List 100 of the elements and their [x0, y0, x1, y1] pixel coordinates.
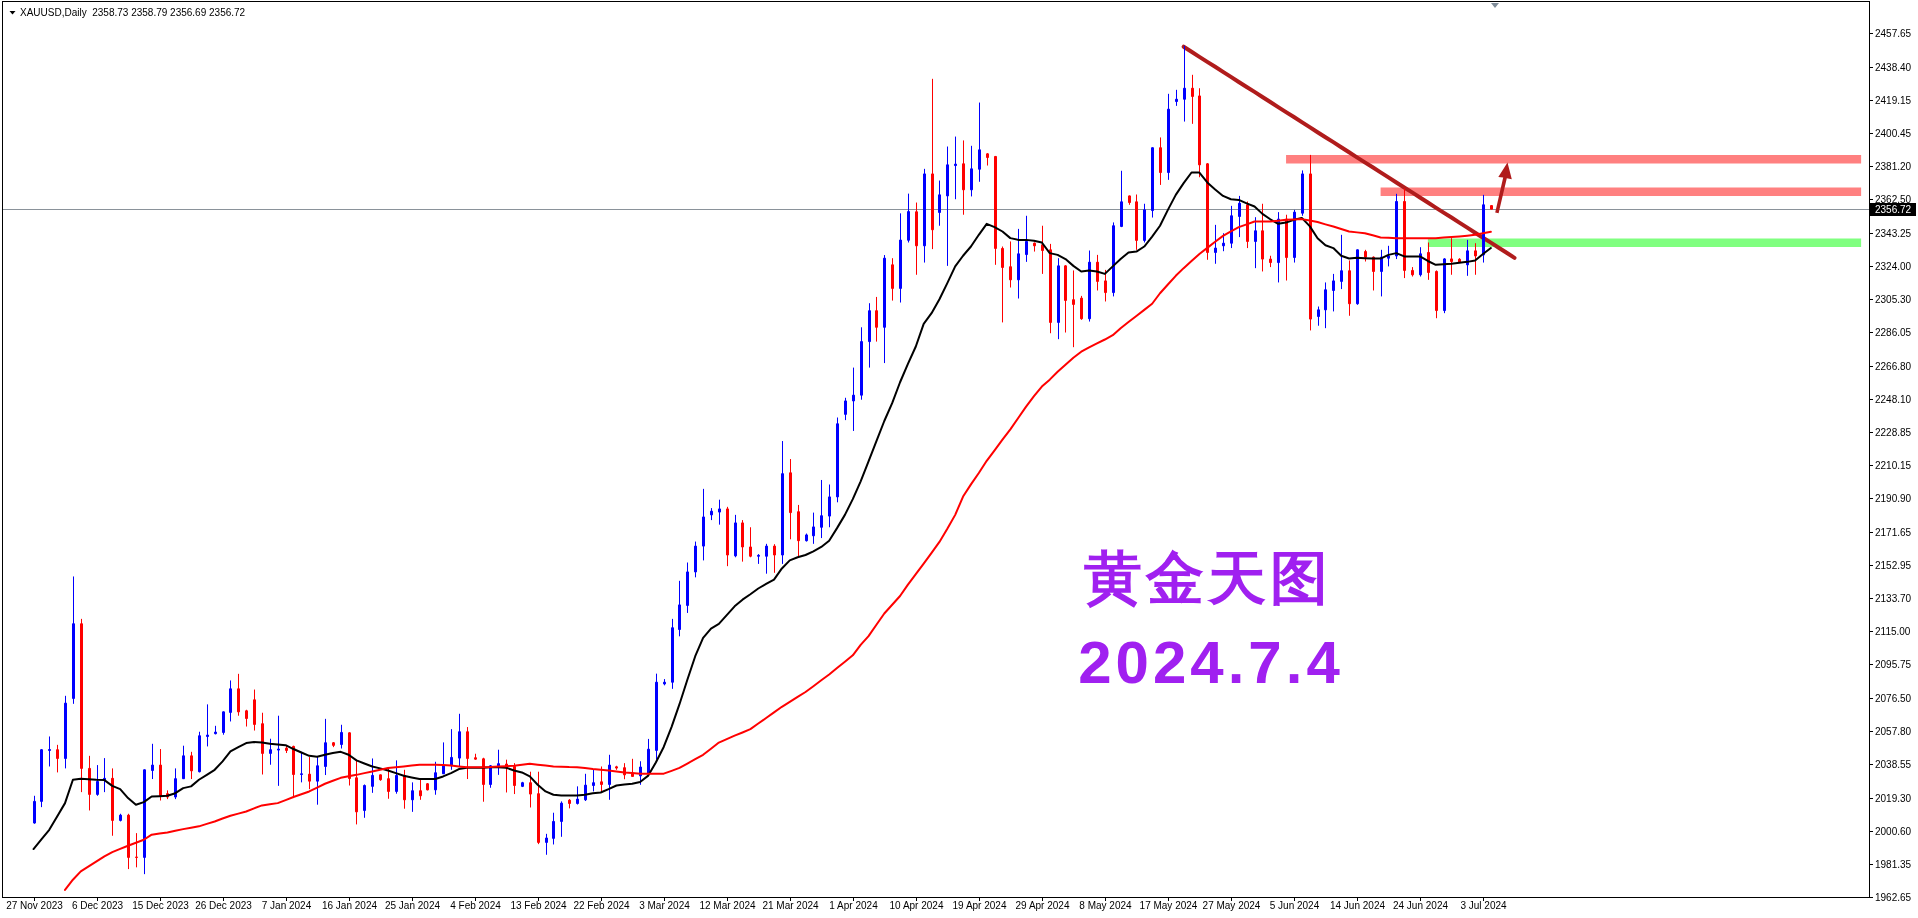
- candlestick: [1324, 281, 1327, 329]
- candlestick: [592, 769, 595, 792]
- candlestick: [631, 758, 634, 777]
- candlestick: [552, 812, 555, 845]
- y-tick-label: 1962.65: [1875, 892, 1912, 903]
- candlestick: [1490, 205, 1493, 210]
- candlestick: [1001, 246, 1004, 323]
- candlestick: [615, 765, 618, 771]
- candlestick: [1096, 254, 1099, 291]
- candlestick: [332, 741, 335, 748]
- candlestick: [182, 745, 185, 780]
- candlestick: [545, 833, 548, 856]
- candlestick: [891, 257, 894, 302]
- y-tick-label: 2171.65: [1875, 527, 1912, 538]
- candlestick: [1033, 241, 1036, 253]
- candlestick: [978, 102, 981, 183]
- candlestick: [805, 533, 808, 543]
- x-tick-label: 8 May 2024: [1079, 900, 1133, 911]
- candlestick: [1466, 239, 1469, 277]
- ref-line-label: 2356.72: [1875, 204, 1912, 215]
- y-tick-label: 2343.25: [1875, 228, 1912, 239]
- candlestick: [962, 139, 965, 216]
- candlestick: [1175, 89, 1178, 107]
- candlestick: [1183, 45, 1186, 123]
- candlestick: [505, 759, 508, 793]
- candlestick: [1427, 241, 1430, 281]
- candlestick: [285, 745, 288, 754]
- candlestick: [907, 193, 910, 243]
- candlestick: [678, 580, 681, 637]
- x-tick-label: 27 Nov 2023: [6, 900, 64, 911]
- y-tick-label: 2248.10: [1875, 394, 1912, 405]
- y-tick-label: 2019.30: [1875, 793, 1912, 804]
- candlestick: [1474, 242, 1477, 276]
- candlestick: [466, 726, 469, 780]
- candlestick: [1009, 240, 1012, 289]
- candlestick: [1238, 195, 1241, 238]
- candlestick: [671, 618, 674, 690]
- candlestick: [269, 738, 272, 766]
- candlestick: [1143, 203, 1146, 243]
- x-tick-label: 10 Apr 2024: [889, 900, 944, 911]
- candlestick: [923, 168, 926, 264]
- x-tick-label: 12 Mar 2024: [699, 900, 757, 911]
- candlestick: [946, 146, 949, 267]
- candlestick: [1340, 234, 1343, 290]
- x-tick-label: 27 May 2024: [1202, 900, 1261, 911]
- annotation: 2024.7.4: [1078, 629, 1344, 696]
- candlestick: [111, 767, 114, 837]
- x-tick-label: 17 May 2024: [1139, 900, 1198, 911]
- candlestick: [56, 744, 59, 773]
- candlestick: [1380, 249, 1383, 297]
- candlestick: [1135, 194, 1138, 251]
- annotation: 黄金天图: [1084, 544, 1332, 612]
- candlestick: [1191, 74, 1194, 125]
- candlestick: [773, 543, 776, 574]
- candlestick: [253, 689, 256, 732]
- x-tick-label: 4 Feb 2024: [450, 900, 502, 911]
- candlestick: [245, 709, 248, 728]
- x-tick-label: 3 Mar 2024: [639, 900, 691, 911]
- y-tick-label: 2133.70: [1875, 593, 1912, 604]
- candlestick: [1450, 237, 1453, 276]
- candlestick: [600, 765, 603, 793]
- x-tick-label: 24 Jun 2024: [1392, 900, 1449, 911]
- y-tick-label: 2305.30: [1875, 294, 1912, 305]
- candlestick: [521, 781, 524, 788]
- candlestick: [1057, 257, 1060, 340]
- candlestick: [883, 254, 886, 364]
- candlestick: [1072, 269, 1075, 348]
- candlestick: [860, 326, 863, 401]
- candlestick: [694, 541, 697, 578]
- candlestick: [48, 735, 51, 767]
- candlestick: [474, 753, 477, 761]
- candlestick: [915, 202, 918, 276]
- candlestick: [726, 506, 729, 567]
- candlestick: [812, 512, 815, 545]
- candlestick: [576, 785, 579, 806]
- candlestick: [277, 715, 280, 787]
- candlestick: [419, 779, 422, 801]
- candlestick: [702, 488, 705, 561]
- candlestick: [1159, 136, 1162, 186]
- candlestick: [828, 484, 831, 528]
- candlestick: [206, 703, 209, 747]
- candlestick: [1372, 255, 1375, 291]
- candlestick: [300, 751, 303, 783]
- candlestick: [426, 782, 429, 791]
- candlestick: [710, 507, 713, 521]
- candlestick: [954, 136, 957, 200]
- y-tick-label: 2286.05: [1875, 327, 1912, 338]
- candlestick: [411, 781, 414, 813]
- y-tick-label: 2419.15: [1875, 95, 1912, 106]
- candlestick: [789, 458, 792, 540]
- candlestick: [450, 728, 453, 771]
- y-tick-label: 2076.50: [1875, 693, 1912, 704]
- y-tick-label: 1981.35: [1875, 859, 1912, 870]
- candlestick: [222, 711, 225, 736]
- candlestick: [1017, 228, 1020, 299]
- candlestick: [1332, 273, 1335, 312]
- candlestick: [308, 756, 311, 790]
- y-tick-label: 2057.80: [1875, 726, 1912, 737]
- candlestick: [1222, 232, 1225, 252]
- y-tick-label: 2095.75: [1875, 659, 1912, 670]
